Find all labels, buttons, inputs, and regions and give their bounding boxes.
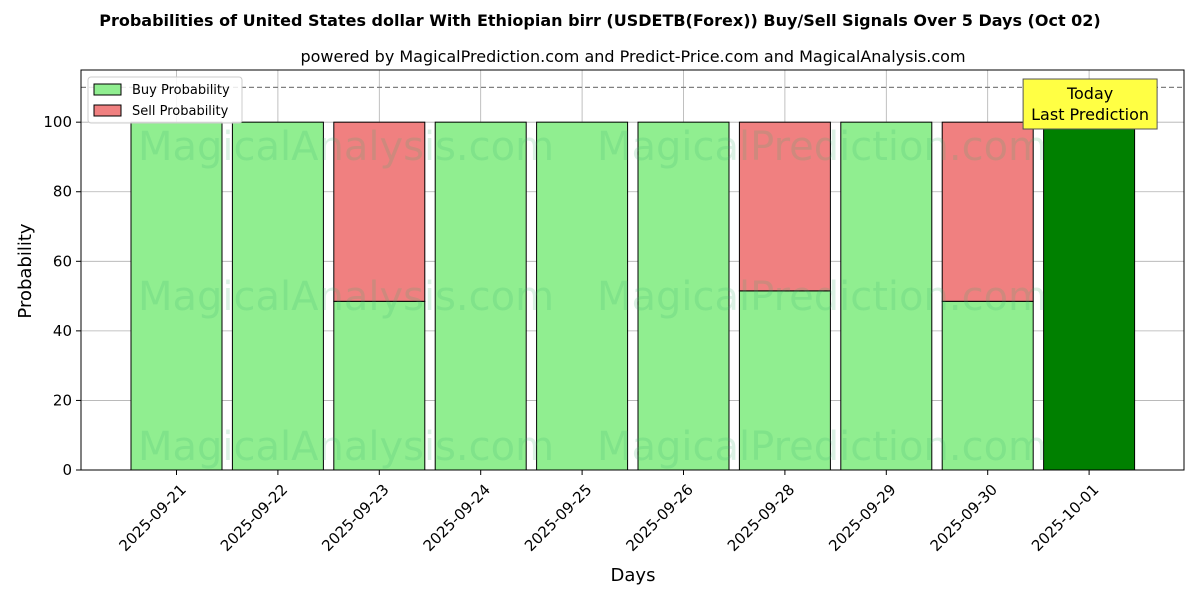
bar-buy-2025-09-29 (840, 121, 933, 471)
x-tick-label: 2025-10-01 (1028, 481, 1102, 555)
x-axis-ticks: 2025-09-21 2025-09-22 2025-09-23 2025-09-24… (115, 470, 1102, 555)
bar-buy-2025-09-26 (637, 121, 730, 471)
bar-sell-2025-09-30 (941, 121, 1034, 302)
y-tick-label: 80 (53, 183, 72, 201)
x-tick-label: 2025-09-30 (927, 481, 1001, 555)
legend-swatch-0 (93, 83, 122, 96)
legend-label-1: Sell Probability (132, 104, 229, 119)
y-tick-label: 20 (53, 391, 72, 409)
x-tick-label: 2025-09-22 (217, 481, 291, 555)
today-annotation: Today Last Prediction (1022, 78, 1158, 130)
legend: Buy Probability Sell Probability (87, 76, 243, 124)
chart-title: Probabilities of United States dollar Wi… (99, 11, 1101, 30)
legend-swatch-1 (93, 104, 122, 117)
legend-frame (87, 76, 243, 124)
bar-sell-2025-09-28 (738, 121, 831, 292)
bar-buy-2025-09-25 (536, 121, 629, 471)
watermarks: MagicalAnalysis.com MagicalPrediction.com… (138, 124, 1047, 470)
y-tick-label: 100 (43, 113, 72, 131)
x-tick-label: 2025-09-21 (115, 481, 189, 555)
watermark-analysis: MagicalAnalysis.com (138, 274, 554, 320)
y-axis-ticks: 0 20 40 60 80 100 (43, 113, 81, 479)
x-tick-label: 2025-09-24 (420, 481, 494, 555)
watermark-prediction: MagicalPrediction.com (597, 424, 1047, 470)
annotation-line-1: Last Prediction (1031, 105, 1149, 124)
y-tick-label: 0 (62, 461, 72, 479)
watermark-prediction: MagicalPrediction.com (597, 124, 1047, 170)
bar-buy-2025-09-30 (941, 300, 1034, 471)
x-tick-label: 2025-09-23 (318, 481, 392, 555)
x-tick-label: 2025-09-26 (622, 481, 696, 555)
bar-buy-2025-10-01 (1043, 121, 1136, 471)
y-axis-label: Probability (15, 223, 36, 318)
watermark-prediction: MagicalPrediction.com (597, 274, 1047, 320)
plot-area-frame (80, 69, 1185, 471)
bars (130, 121, 1136, 471)
bar-buy-2025-09-24 (434, 121, 527, 471)
x-tick-label: 2025-09-29 (825, 481, 899, 555)
x-tick-label: 2025-09-28 (724, 481, 798, 555)
watermark-analysis: MagicalAnalysis.com (138, 124, 554, 170)
chart-subtitle: powered by MagicalPrediction.com and Pre… (300, 47, 965, 66)
y-tick-label: 40 (53, 322, 72, 340)
bar-sell-2025-09-23 (333, 121, 426, 302)
x-tick-label: 2025-09-25 (521, 481, 595, 555)
y-tick-label: 60 (53, 252, 72, 270)
annotation-line-0: Today (1066, 84, 1113, 103)
bar-buy-2025-09-21 (130, 121, 223, 471)
annotation-box (1022, 78, 1158, 130)
x-axis-label: Days (611, 565, 656, 586)
watermark-analysis: MagicalAnalysis.com (138, 424, 554, 470)
legend-label-0: Buy Probability (132, 83, 230, 98)
